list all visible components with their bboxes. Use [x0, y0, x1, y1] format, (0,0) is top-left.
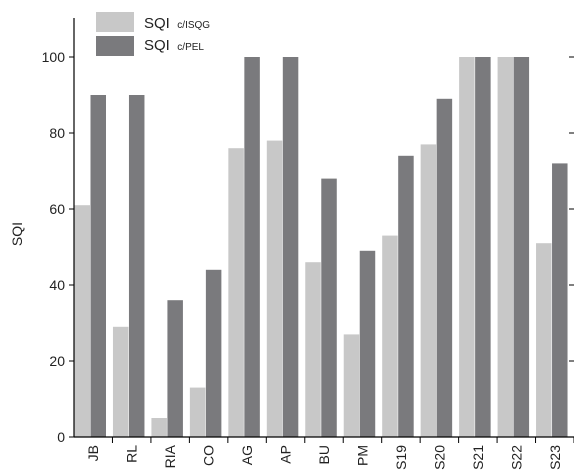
bar-isqg-ag — [228, 148, 244, 437]
bar-pel-ria — [167, 300, 183, 437]
x-tick-label-bu: BU — [316, 445, 332, 464]
legend-label-pel-sub: c/PEL — [177, 42, 204, 53]
y-axis-label: SQI — [9, 222, 25, 246]
x-tick-label-ria: RIA — [162, 444, 178, 468]
bar-pel-s23 — [552, 163, 568, 437]
legend-label-pel-main: SQI — [144, 37, 170, 54]
bar-isqg-rl — [112, 326, 129, 437]
legend-label-isqg: SQI c/ISQG — [144, 15, 210, 32]
x-tick-label-s22: S22 — [508, 445, 524, 470]
y-tick-label-60: 60 — [49, 201, 65, 217]
x-tick-label-co: CO — [201, 445, 217, 466]
x-tick-label-s20: S20 — [431, 445, 447, 470]
bar-isqg-s23 — [536, 243, 552, 437]
bar-pel-rl — [128, 95, 145, 437]
bar-pel-s22 — [513, 57, 530, 437]
legend-label-pel: SQI c/PEL — [144, 37, 204, 54]
y-tick-label-20: 20 — [49, 353, 65, 369]
bar-isqg-jb — [74, 205, 90, 437]
bar-isqg-s20 — [420, 144, 437, 437]
bar-pel-co — [205, 269, 222, 437]
x-tick-label-s23: S23 — [547, 445, 563, 470]
legend: SQI c/ISQG SQI c/PEL — [96, 12, 210, 56]
y-tick-label-100: 100 — [42, 49, 66, 65]
bar-isqg-co — [189, 387, 206, 437]
bar-isqg-s22 — [497, 57, 514, 437]
bar-pel-s19 — [398, 155, 414, 438]
x-tick-label-s19: S19 — [393, 445, 409, 470]
legend-label-isqg-main: SQI — [144, 15, 170, 32]
plot-area: 0 20 40 60 80 100 JB RL RIA CO AG AP BU PM S19 S20 S21 S2… — [42, 18, 574, 470]
bar-isqg-ria — [151, 418, 167, 437]
x-tick-label-jb: JB — [85, 445, 101, 461]
bar-pel-pm — [359, 250, 376, 437]
bar-pel-ag — [244, 57, 260, 437]
bar-pel-jb — [90, 95, 106, 437]
legend-swatch-pel — [96, 36, 134, 56]
y-tick-label-0: 0 — [57, 429, 65, 445]
x-tick-label-s21: S21 — [470, 445, 486, 470]
y-tick-label-80: 80 — [49, 125, 65, 141]
bar-pel-bu — [321, 178, 337, 437]
legend-swatch-isqg — [96, 12, 134, 32]
legend-label-isqg-sub: c/ISQG — [177, 20, 210, 31]
y-tick-label-40: 40 — [49, 277, 65, 293]
x-tick-label-pm: PM — [355, 445, 371, 466]
bar-isqg-bu — [305, 262, 321, 437]
bar-isqg-s21 — [459, 57, 475, 437]
bar-isqg-ap — [266, 140, 283, 437]
bar-pel-s21 — [475, 57, 491, 437]
bar-pel-s20 — [436, 98, 453, 438]
bar-isqg-s19 — [382, 235, 398, 437]
bar-pel-ap — [282, 57, 299, 437]
x-tick-label-rl: RL — [124, 445, 140, 463]
bar-isqg-pm — [343, 334, 360, 437]
x-tick-label-ap: AP — [278, 445, 294, 464]
x-tick-label-ag: AG — [239, 445, 255, 465]
